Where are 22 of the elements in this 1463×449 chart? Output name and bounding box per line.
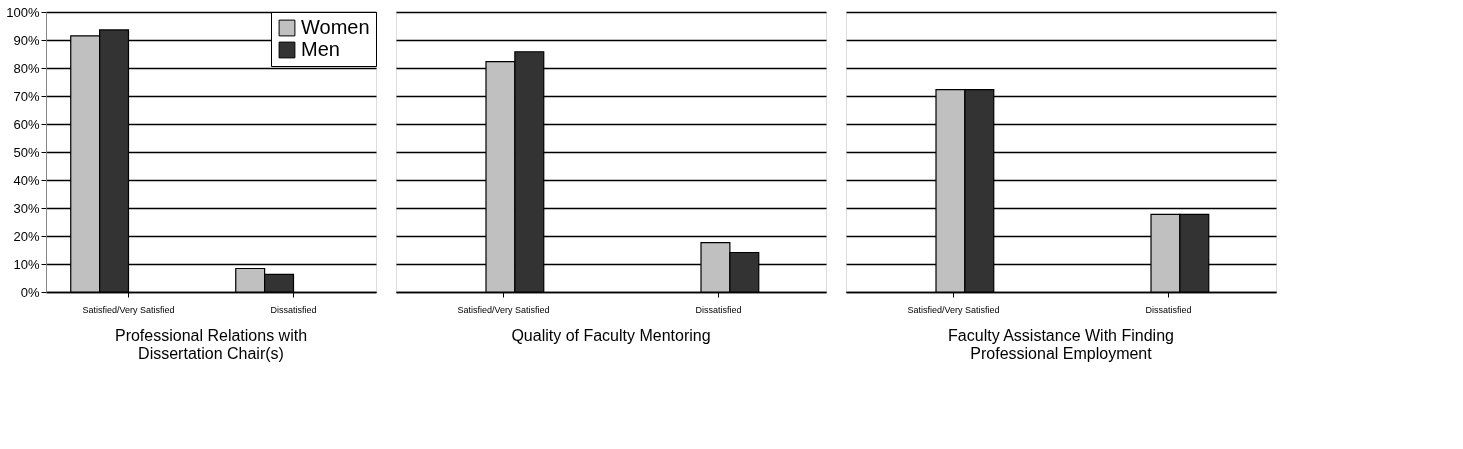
x-tick-label: Satisfied/Very Satisfied [907,304,1000,315]
x-tick-label: Dissatisfied [270,304,317,315]
text: Faculty Assistance With Finding Professional Employment [948,327,1174,362]
y-tick-label: 60% [13,116,40,132]
text: Professional Relations with Dissertation Chair(s) [114,327,308,362]
y-tick-label: 40% [13,172,40,188]
y-tick-label: 80% [13,60,40,76]
x-tick-label: Satisfied/Very Satisfied [82,304,175,315]
legend-label: Women [301,16,370,38]
y-tick-label: 50% [13,144,40,160]
text: Quality of Faculty Mentoring [511,327,711,344]
y-tick-label: 100% [6,4,40,20]
y-tick-label: 10% [13,256,40,272]
y-tick-label: 20% [13,228,40,244]
x-tick-label: Dissatisfied [695,304,742,315]
y-tick-label: 0% [20,284,40,300]
y-tick-label: 90% [13,32,40,48]
x-tick-label: Satisfied/Very Satisfied [457,304,550,315]
x-tick-label: Dissatisfied [1145,304,1192,315]
y-tick-label: 70% [13,88,40,104]
y-tick-label: 30% [13,200,40,216]
legend-label: Men [301,38,340,60]
